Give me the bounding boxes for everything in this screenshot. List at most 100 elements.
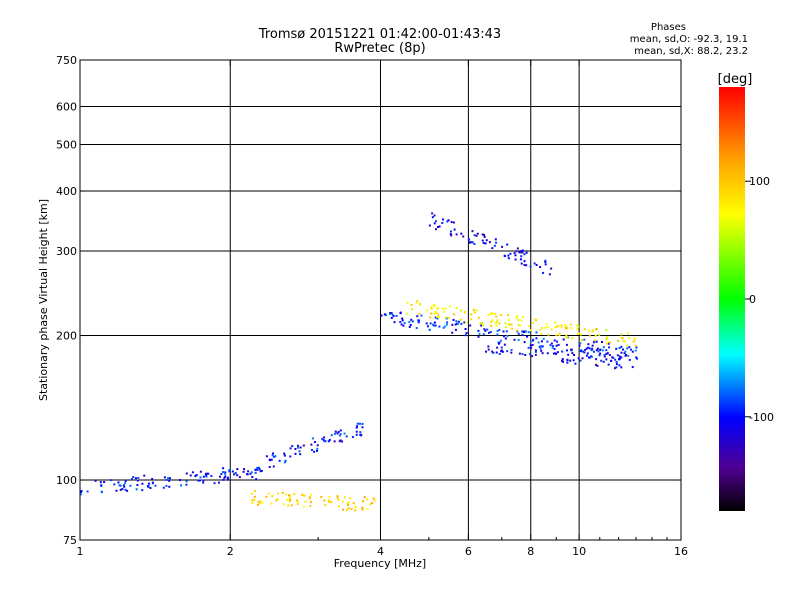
data-point bbox=[538, 345, 541, 348]
data-point bbox=[480, 322, 483, 325]
data-point bbox=[432, 324, 435, 327]
data-point bbox=[504, 322, 507, 325]
data-point bbox=[608, 346, 611, 349]
data-point bbox=[595, 349, 598, 352]
data-point bbox=[359, 433, 362, 436]
data-point bbox=[250, 492, 253, 495]
data-point bbox=[566, 361, 569, 364]
data-point bbox=[451, 331, 454, 334]
data-point bbox=[629, 348, 632, 351]
data-point bbox=[431, 212, 434, 215]
data-point bbox=[322, 439, 325, 442]
data-point bbox=[501, 350, 504, 353]
data-point bbox=[515, 250, 518, 253]
data-point bbox=[517, 339, 520, 342]
data-point bbox=[401, 317, 404, 320]
data-point bbox=[518, 324, 521, 327]
data-point bbox=[309, 504, 312, 507]
data-point bbox=[623, 340, 626, 343]
data-point bbox=[534, 349, 537, 352]
data-point bbox=[618, 355, 621, 358]
data-point bbox=[303, 494, 306, 497]
data-point bbox=[452, 313, 455, 316]
data-point bbox=[343, 432, 346, 435]
data-point bbox=[471, 230, 474, 233]
data-point bbox=[121, 488, 124, 491]
data-point bbox=[285, 493, 288, 496]
data-point bbox=[363, 496, 366, 499]
data-point bbox=[495, 241, 498, 244]
data-point bbox=[343, 496, 346, 499]
data-point bbox=[529, 344, 532, 347]
data-point bbox=[449, 232, 452, 235]
data-point bbox=[213, 482, 216, 485]
data-point bbox=[366, 498, 369, 501]
data-point bbox=[442, 326, 445, 329]
data-point bbox=[433, 305, 436, 308]
data-point bbox=[578, 344, 581, 347]
data-point bbox=[562, 360, 565, 363]
data-point bbox=[535, 337, 538, 340]
data-point bbox=[267, 492, 270, 495]
data-point bbox=[495, 324, 498, 327]
y-tick-label: 200 bbox=[56, 330, 77, 343]
data-point bbox=[449, 230, 452, 233]
data-point bbox=[602, 360, 605, 363]
data-point bbox=[535, 319, 538, 322]
data-point bbox=[535, 331, 538, 334]
data-point bbox=[592, 341, 595, 344]
data-point bbox=[618, 364, 621, 367]
data-point bbox=[180, 484, 183, 487]
data-point bbox=[275, 499, 278, 502]
data-point bbox=[299, 446, 302, 449]
y-tick-label: 400 bbox=[56, 185, 77, 198]
data-point bbox=[470, 313, 473, 316]
data-point bbox=[622, 340, 625, 343]
data-point bbox=[534, 318, 537, 321]
data-point bbox=[620, 356, 623, 359]
data-point bbox=[260, 469, 263, 472]
data-point bbox=[295, 499, 298, 502]
data-point bbox=[258, 502, 261, 505]
data-point bbox=[547, 333, 550, 336]
data-point bbox=[473, 234, 476, 237]
data-point bbox=[495, 315, 498, 318]
data-point bbox=[506, 335, 509, 338]
data-point bbox=[597, 350, 600, 353]
data-point bbox=[544, 259, 547, 262]
data-point bbox=[339, 439, 342, 442]
data-point bbox=[271, 454, 274, 457]
data-point bbox=[548, 273, 551, 276]
data-point bbox=[478, 332, 481, 335]
data-point bbox=[94, 479, 97, 482]
data-point bbox=[555, 325, 558, 328]
data-point bbox=[205, 475, 208, 478]
data-point bbox=[615, 363, 618, 366]
data-point bbox=[530, 346, 533, 349]
data-point bbox=[80, 491, 83, 494]
data-point bbox=[434, 316, 437, 319]
data-point bbox=[553, 339, 556, 342]
data-point bbox=[620, 366, 623, 369]
data-point bbox=[521, 330, 524, 333]
data-point bbox=[531, 339, 534, 342]
data-point bbox=[628, 337, 631, 340]
data-point bbox=[224, 471, 227, 474]
data-point bbox=[274, 455, 277, 458]
data-point bbox=[573, 354, 576, 357]
data-point bbox=[198, 479, 201, 482]
data-point bbox=[415, 327, 418, 330]
data-point bbox=[444, 316, 447, 319]
data-point bbox=[436, 315, 439, 318]
data-point bbox=[289, 495, 292, 498]
data-point bbox=[283, 461, 286, 464]
data-point bbox=[490, 312, 493, 315]
data-point bbox=[527, 331, 530, 334]
data-point bbox=[558, 332, 561, 335]
data-point bbox=[417, 321, 420, 324]
data-point bbox=[408, 325, 411, 328]
data-point bbox=[245, 473, 248, 476]
data-point bbox=[499, 313, 502, 316]
data-point bbox=[448, 305, 451, 308]
data-point bbox=[590, 355, 593, 358]
